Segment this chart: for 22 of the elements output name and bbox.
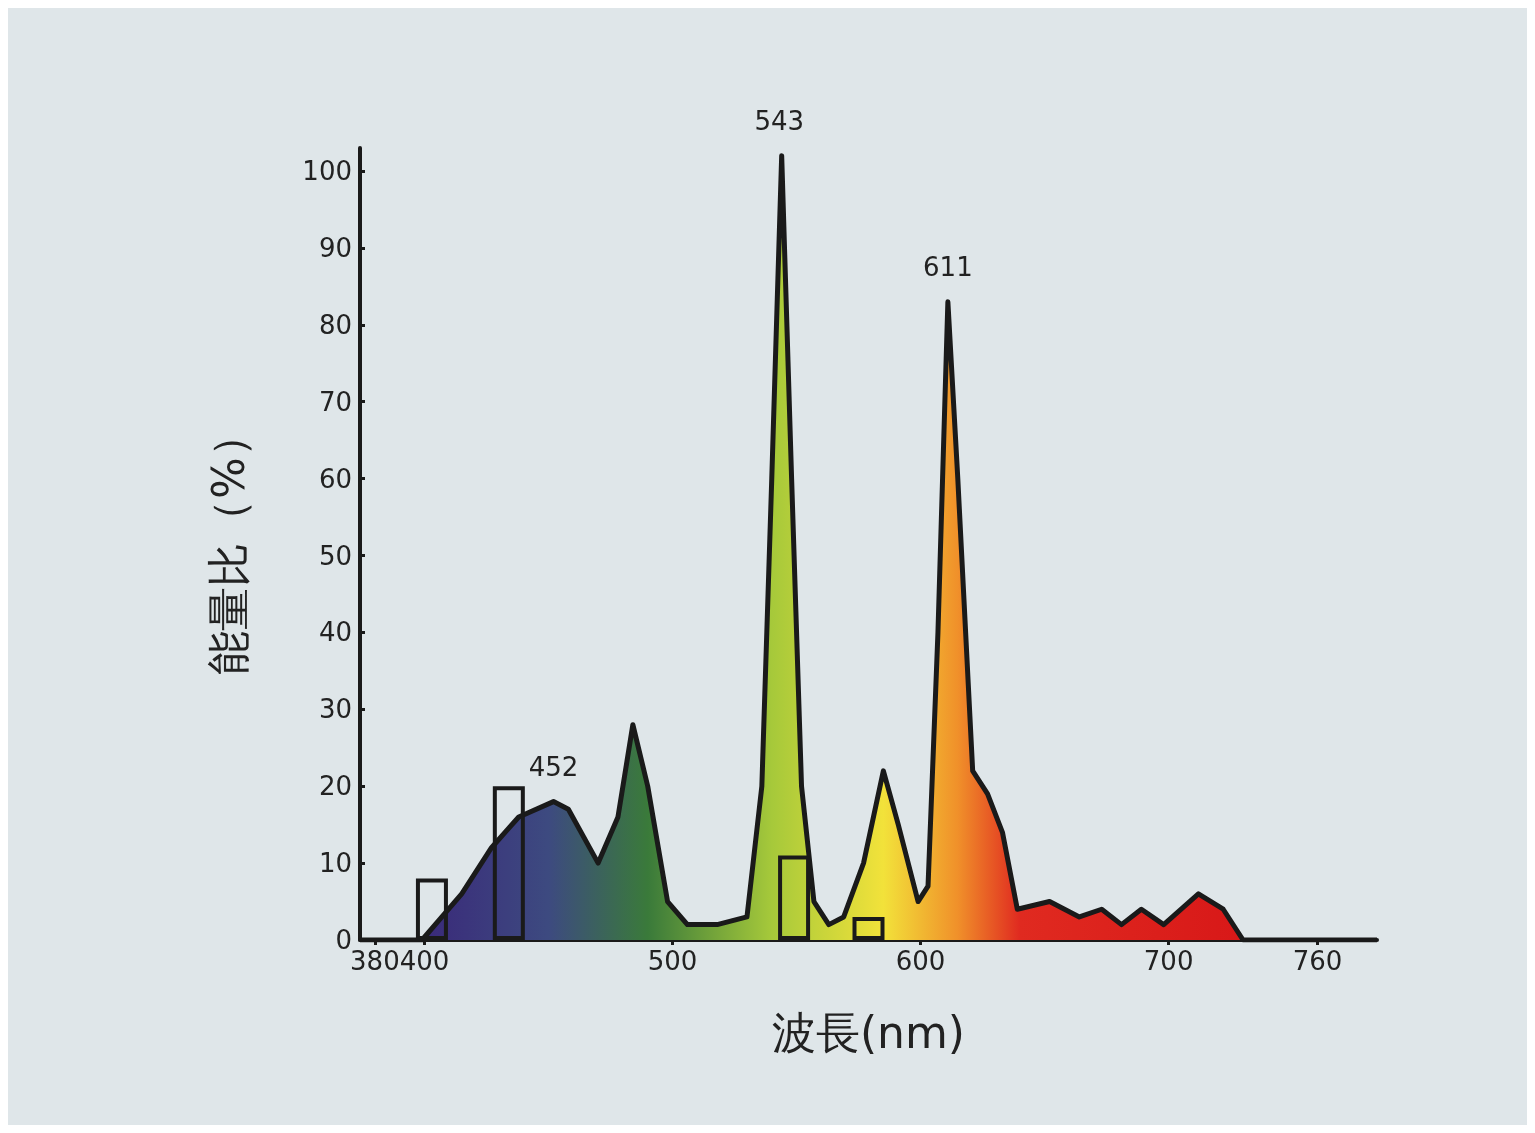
x-tick-label: 700: [1143, 946, 1194, 976]
x-tick-label: 500: [647, 946, 698, 976]
y-tick-label: 60: [318, 463, 352, 494]
y-tick-label: 0: [335, 925, 352, 955]
y-tick-label: 100: [302, 156, 352, 187]
y-tick-label: 10: [318, 848, 352, 879]
y-tick-label: 40: [318, 617, 352, 648]
x-axis-title: 波長(nm): [771, 1006, 966, 1058]
y-tick-label: 80: [318, 309, 352, 340]
annotation: 452: [528, 751, 579, 782]
x-tick-label: 600: [895, 946, 946, 976]
x-tick-label: 400: [399, 946, 450, 976]
y-tick-label: 70: [318, 386, 352, 417]
annotation: 611: [923, 251, 973, 282]
y-tick-label: 50: [318, 540, 352, 571]
y-axis-title: 能量比（%）: [202, 413, 254, 675]
x-tick-label: 760: [1292, 946, 1343, 976]
y-tick-label: 20: [318, 771, 352, 802]
y-tick-label: 90: [318, 232, 352, 263]
annotation: 543: [754, 105, 805, 136]
y-tick-label: 30: [318, 694, 352, 725]
x-tick-label: 380: [350, 946, 400, 976]
